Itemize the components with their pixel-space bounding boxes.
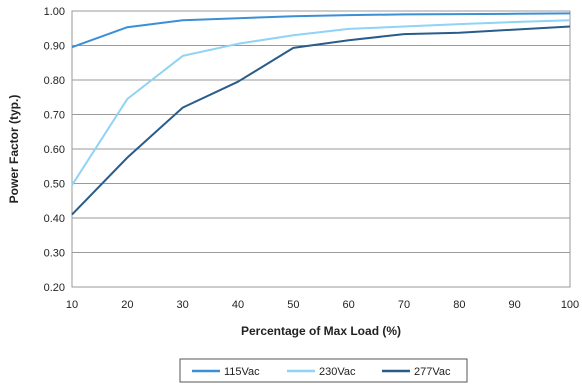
y-tick-labels: 0.20 0.30 0.40 0.50 0.60 0.70 0.80 0.90 1.00 — [44, 6, 65, 294]
x-tick-label: 50 — [287, 299, 299, 311]
x-tick-label: 80 — [453, 299, 465, 311]
y-tick-label: 0.70 — [44, 110, 65, 122]
series-line-277vac — [71, 25, 571, 216]
legend: 115Vac 230Vac 277Vac — [179, 358, 468, 383]
x-tick-label: 30 — [177, 299, 189, 311]
x-tick-label: 60 — [343, 299, 355, 311]
x-tick-label: 10 — [66, 299, 78, 311]
legend-box — [179, 358, 468, 383]
y-tick-label: 0.30 — [44, 248, 65, 260]
y-tick-label: 0.50 — [44, 179, 65, 191]
gridlines — [72, 45, 570, 253]
x-tick-label: 70 — [398, 299, 410, 311]
y-tick-label: 0.80 — [44, 75, 65, 87]
series-lines — [71, 12, 571, 216]
y-tick-label: 0.90 — [44, 41, 65, 53]
x-axis-title: Percentage of Max Load (%) — [241, 324, 401, 338]
y-tick-label: 0.40 — [44, 213, 65, 225]
x-tick-label: 90 — [509, 299, 521, 311]
legend-label-115vac: 115Vac — [224, 366, 260, 378]
x-tick-label: 100 — [561, 299, 579, 311]
y-tick-label: 0.60 — [44, 144, 65, 156]
x-tick-label: 40 — [232, 299, 244, 311]
series-line-115vac — [71, 12, 571, 49]
legend-label-230vac: 230Vac — [319, 366, 356, 378]
series-line-230vac — [71, 19, 571, 186]
y-axis-title: Power Factor (typ.) — [7, 95, 21, 204]
x-tick-labels: 10 20 30 40 50 60 70 80 90 100 — [66, 299, 579, 311]
legend-label-277vac: 277Vac — [414, 366, 451, 378]
y-tick-label: 1.00 — [44, 6, 65, 18]
y-tick-label: 0.20 — [44, 282, 65, 294]
x-tick-label: 20 — [121, 299, 133, 311]
